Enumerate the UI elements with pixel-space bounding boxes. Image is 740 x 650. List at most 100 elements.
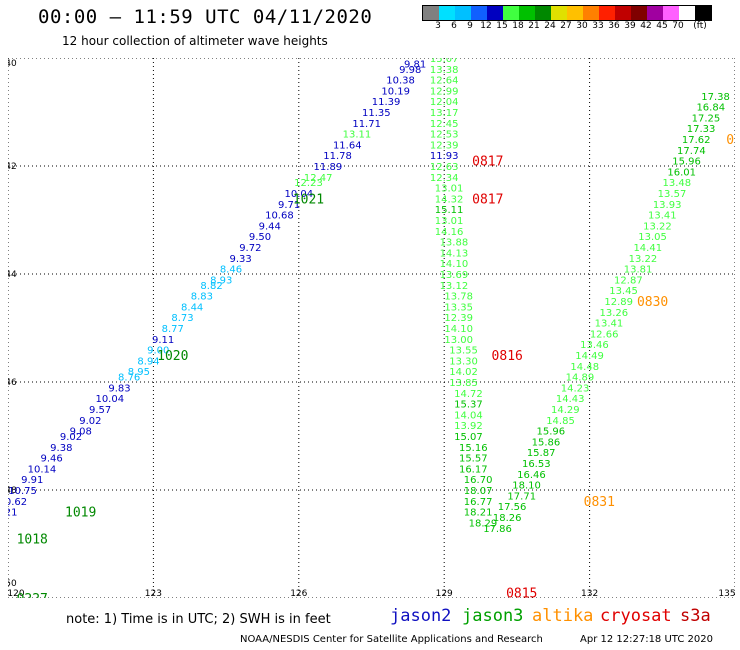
wave-height-value: 17.71 bbox=[507, 491, 536, 502]
wave-height-value: 16.70 bbox=[464, 475, 493, 486]
scale-swatch bbox=[519, 6, 535, 20]
wave-height-value: 13.17 bbox=[430, 108, 459, 119]
wave-height-value: 14.10 bbox=[444, 324, 473, 335]
wave-height-value: 9.83 bbox=[108, 383, 130, 394]
scale-swatch bbox=[567, 6, 583, 20]
wave-height-value: 9.44 bbox=[259, 221, 281, 232]
pass-label: 1018 bbox=[17, 533, 48, 548]
wave-height-value: 17.38 bbox=[701, 92, 730, 103]
wave-height-value: 15.87 bbox=[527, 448, 556, 459]
wave-height-value: 15.86 bbox=[532, 437, 561, 448]
wave-height-value: 18.07 bbox=[464, 486, 493, 497]
scale-label: 24 bbox=[544, 21, 556, 31]
wave-height-value: 12.89 bbox=[604, 297, 633, 308]
scale-swatch bbox=[487, 6, 503, 20]
page-subtitle: 12 hour collection of altimeter wave hei… bbox=[62, 34, 328, 48]
wave-height-value: 13.01 bbox=[435, 184, 464, 195]
wave-height-value: 14.41 bbox=[633, 243, 662, 254]
wave-height-value: 12.66 bbox=[590, 329, 619, 340]
wave-height-value: 12.39 bbox=[444, 313, 473, 324]
wave-height-value: 14.10 bbox=[440, 259, 469, 270]
wave-height-value: 13.00 bbox=[444, 335, 473, 346]
wave-height-value: 15.16 bbox=[459, 443, 488, 454]
pass-label: 0 bbox=[726, 133, 734, 148]
y-tick-label: -50 bbox=[8, 579, 17, 589]
scale-label: 70 bbox=[672, 21, 684, 31]
x-tick-label: 135 bbox=[718, 589, 735, 598]
wave-height-value: 17.56 bbox=[498, 502, 527, 513]
wave-height-value: 13.48 bbox=[663, 178, 692, 189]
wave-height-value: 13.38 bbox=[430, 65, 459, 76]
wave-height-value: 12.87 bbox=[614, 275, 643, 286]
wave-height-value: 12.23 bbox=[294, 178, 323, 189]
wave-height-value: 11.64 bbox=[333, 140, 362, 151]
wave-height-value: 13.81 bbox=[624, 265, 653, 276]
pass-label: 1019 bbox=[65, 506, 96, 521]
wave-height-value: 9.72 bbox=[239, 243, 261, 254]
wave-height-value: 8.76 bbox=[118, 373, 140, 384]
wave-height-value: 13.26 bbox=[600, 308, 629, 319]
legend-s3a: s3a bbox=[680, 606, 711, 626]
wave-height-value: 15.96 bbox=[537, 427, 566, 438]
wave-height-value: 9.50 bbox=[249, 232, 271, 243]
wave-height-value: 13.55 bbox=[449, 346, 478, 357]
wave-height-value: 12.99 bbox=[430, 86, 459, 97]
wave-height-value: 9.00 bbox=[147, 346, 169, 357]
scale-swatch bbox=[647, 6, 663, 20]
wave-height-value: 14.49 bbox=[575, 351, 604, 362]
wave-height-value: 8.83 bbox=[191, 292, 213, 303]
wave-height-value: 13.46 bbox=[580, 340, 609, 351]
wave-height-value: 8.77 bbox=[162, 324, 184, 335]
x-tick-label: 132 bbox=[581, 589, 598, 598]
wave-height-value: 16.01 bbox=[667, 167, 696, 178]
wave-height-value: 16.53 bbox=[522, 459, 551, 470]
wave-height-value: 9.02 bbox=[79, 416, 101, 427]
wave-height-value: 13.35 bbox=[444, 302, 473, 313]
x-tick-label: 129 bbox=[436, 589, 453, 598]
pass-label: 0830 bbox=[637, 295, 668, 310]
wave-height-value: 18.10 bbox=[512, 481, 541, 492]
wave-height-value: 14.04 bbox=[454, 410, 483, 421]
wave-height-value: 15.96 bbox=[672, 157, 701, 168]
wave-height-value: 18.26 bbox=[493, 513, 522, 524]
scale-label: 45 bbox=[656, 21, 668, 31]
wave-height-value: 13.22 bbox=[629, 254, 658, 265]
wave-height-value: 13.11 bbox=[343, 130, 372, 141]
wave-height-value: 13.05 bbox=[638, 232, 667, 243]
wave-height-value: 18.21 bbox=[464, 508, 493, 519]
wave-height-value: 13.22 bbox=[643, 221, 672, 232]
scale-swatch bbox=[583, 6, 599, 20]
wave-height-value: 9.91 bbox=[21, 475, 43, 486]
x-tick-label: 120 bbox=[8, 589, 25, 598]
wave-height-value: 13.01 bbox=[435, 216, 464, 227]
wave-height-value: 10.04 bbox=[95, 394, 124, 405]
scale-label: 15 bbox=[496, 21, 508, 31]
wave-height-value: 13.93 bbox=[653, 200, 682, 211]
wave-height-value: 13.88 bbox=[440, 238, 469, 249]
legend-jason3: jason3 bbox=[462, 606, 524, 626]
scale-swatch bbox=[471, 6, 487, 20]
wave-height-value: 12.63 bbox=[430, 162, 459, 173]
wave-height-value: 12.47 bbox=[304, 173, 333, 184]
scale-swatch bbox=[439, 6, 455, 20]
wave-height-value: 9.57 bbox=[89, 405, 111, 416]
wave-height-value: 9.46 bbox=[40, 454, 62, 465]
wave-height-value: 16.46 bbox=[517, 470, 546, 481]
credit-line: NOAA/NESDIS Center for Satellite Applica… bbox=[240, 634, 543, 645]
wave-height-value: 14.43 bbox=[556, 394, 585, 405]
wave-height-value: 8.93 bbox=[210, 275, 232, 286]
pass-label: 0817 bbox=[472, 192, 503, 207]
wave-height-value: 10.04 bbox=[284, 189, 313, 200]
y-tick-label: -44 bbox=[8, 270, 17, 280]
y-tick-label: -46 bbox=[8, 378, 17, 388]
wave-height-value: 11.89 bbox=[314, 162, 343, 173]
wave-height-value: 8.46 bbox=[220, 265, 242, 276]
wave-height-value: 10.68 bbox=[265, 211, 294, 222]
scale-swatch bbox=[551, 6, 567, 20]
wave-height-value: 9.71 bbox=[278, 200, 300, 211]
wave-height-value: 13.12 bbox=[440, 281, 469, 292]
wave-height-value: 11.78 bbox=[323, 151, 352, 162]
scale-swatch bbox=[615, 6, 631, 20]
wave-height-value: 8.82 bbox=[200, 281, 222, 292]
wave-height-value: 14.48 bbox=[570, 362, 599, 373]
